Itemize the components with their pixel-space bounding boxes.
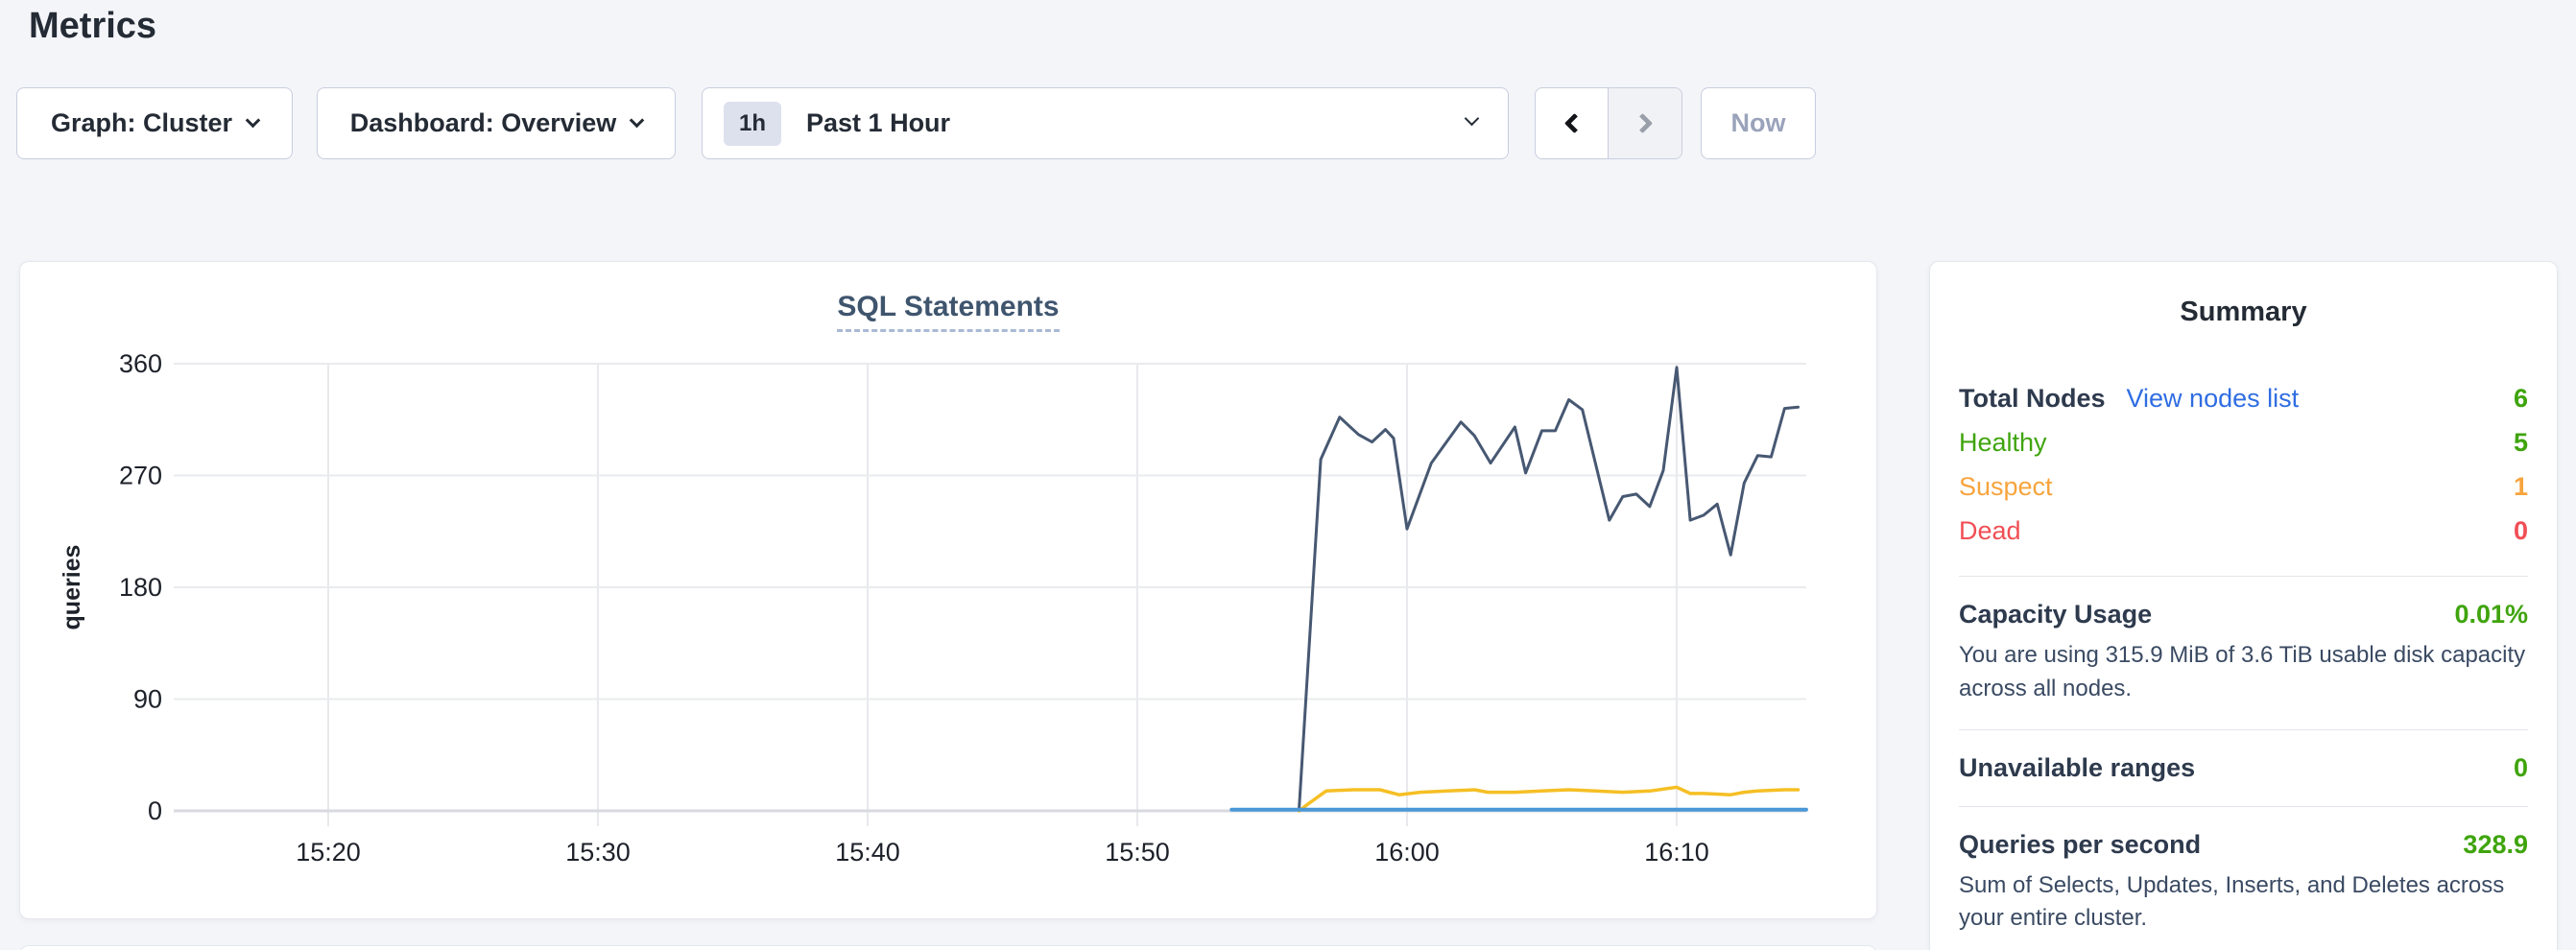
timeframe-badge: 1h (724, 101, 782, 146)
capacity-usage-label: Capacity Usage (1959, 600, 2153, 629)
divider (1959, 576, 2528, 577)
suspect-value: 1 (2513, 471, 2528, 501)
y-tick-label: 0 (148, 796, 162, 825)
unavailable-ranges-value: 0 (2513, 752, 2528, 782)
chart-card: SQL Statements 15:20 15:30 15:40 15:50 16:00… (19, 261, 1877, 919)
node-status-row: Suspect 1 (1959, 464, 2528, 509)
summary-title: Summary (2180, 297, 2307, 327)
x-tick-label: 16:00 (1374, 838, 1440, 867)
chevron-down-icon (1464, 110, 1480, 127)
dashboard-dropdown[interactable]: Dashboard: Overview (317, 87, 676, 159)
next-chart-card-edge (19, 945, 1877, 950)
prev-timeframe-button[interactable] (1536, 88, 1609, 158)
timeframe-label: Past 1 Hour (806, 108, 951, 137)
chevron-down-icon (245, 112, 261, 129)
total-nodes-label: Total Nodes (1959, 383, 2106, 413)
total-nodes-value: 6 (2513, 383, 2528, 413)
toolbar: Graph: Cluster Dashboard: Overview 1h Pa… (0, 87, 2576, 159)
divider (1959, 805, 2528, 807)
graph-dropdown[interactable]: Graph: Cluster (16, 87, 293, 159)
next-timeframe-button[interactable] (1609, 88, 1682, 158)
x-tick-label: 15:30 (565, 838, 631, 867)
now-button[interactable]: Now (1701, 87, 1816, 159)
queries-per-second-label: Queries per second (1959, 829, 2202, 859)
timeframe-nav-group (1535, 87, 1682, 159)
y-tick-label: 90 (133, 685, 162, 714)
y-axis-label: queries (59, 545, 85, 630)
y-tick-label: 180 (119, 573, 162, 602)
unavailable-ranges-label: Unavailable ranges (1959, 752, 2196, 782)
now-button-label: Now (1730, 108, 1786, 137)
queries-per-second-row: Queries per second 328.9 (1959, 830, 2528, 860)
divider (1959, 728, 2528, 730)
x-tick-label: 15:20 (296, 838, 361, 867)
queries-per-second-description: Sum of Selects, Updates, Inserts, and De… (1959, 871, 2505, 932)
capacity-usage-row: Capacity Usage 0.01% (1959, 600, 2528, 629)
chevron-right-icon (1632, 112, 1653, 134)
timeframe-dropdown[interactable]: 1h Past 1 Hour (702, 87, 1509, 159)
series-yellow (1297, 785, 1801, 813)
queries-per-second-value: 328.9 (2463, 829, 2528, 859)
y-tick-label: 270 (119, 462, 162, 490)
x-tick-label: 15:40 (835, 838, 900, 867)
chevron-down-icon (630, 112, 645, 129)
healthy-value: 5 (2513, 427, 2528, 457)
dead-label: Dead (1959, 515, 2021, 545)
graph-dropdown-label: Graph: Cluster (50, 108, 233, 137)
summary-card: Summary Total Nodes View nodes list 6 He… (1929, 261, 2558, 950)
chevron-left-icon (1563, 112, 1586, 134)
x-tick-label: 15:50 (1105, 838, 1170, 867)
node-status-row: Dead 0 (1959, 509, 2528, 553)
series-navy (1298, 366, 1800, 810)
capacity-usage-value: 0.01% (2454, 600, 2528, 629)
suspect-label: Suspect (1959, 471, 2053, 501)
chart-title[interactable]: SQL Statements (837, 291, 1060, 332)
total-nodes-row: Total Nodes View nodes list 6 (1959, 376, 2528, 420)
page-title: Metrics (29, 6, 157, 46)
chart-plot-area[interactable]: 15:20 15:30 15:40 15:50 16:00 16:10 0 90 180 270 3… (20, 262, 1878, 920)
dashboard-dropdown-label: Dashboard: Overview (349, 108, 617, 137)
healthy-label: Healthy (1959, 427, 2047, 457)
unavailable-ranges-row: Unavailable ranges 0 (1959, 753, 2528, 783)
y-tick-label: 360 (119, 349, 162, 378)
x-tick-label: 16:10 (1644, 838, 1709, 867)
dead-value: 0 (2513, 515, 2528, 545)
node-status-row: Healthy 5 (1959, 420, 2528, 464)
capacity-usage-description: You are using 315.9 MiB of 3.6 TiB usabl… (1959, 642, 2526, 701)
view-nodes-link[interactable]: View nodes list (2126, 383, 2300, 413)
